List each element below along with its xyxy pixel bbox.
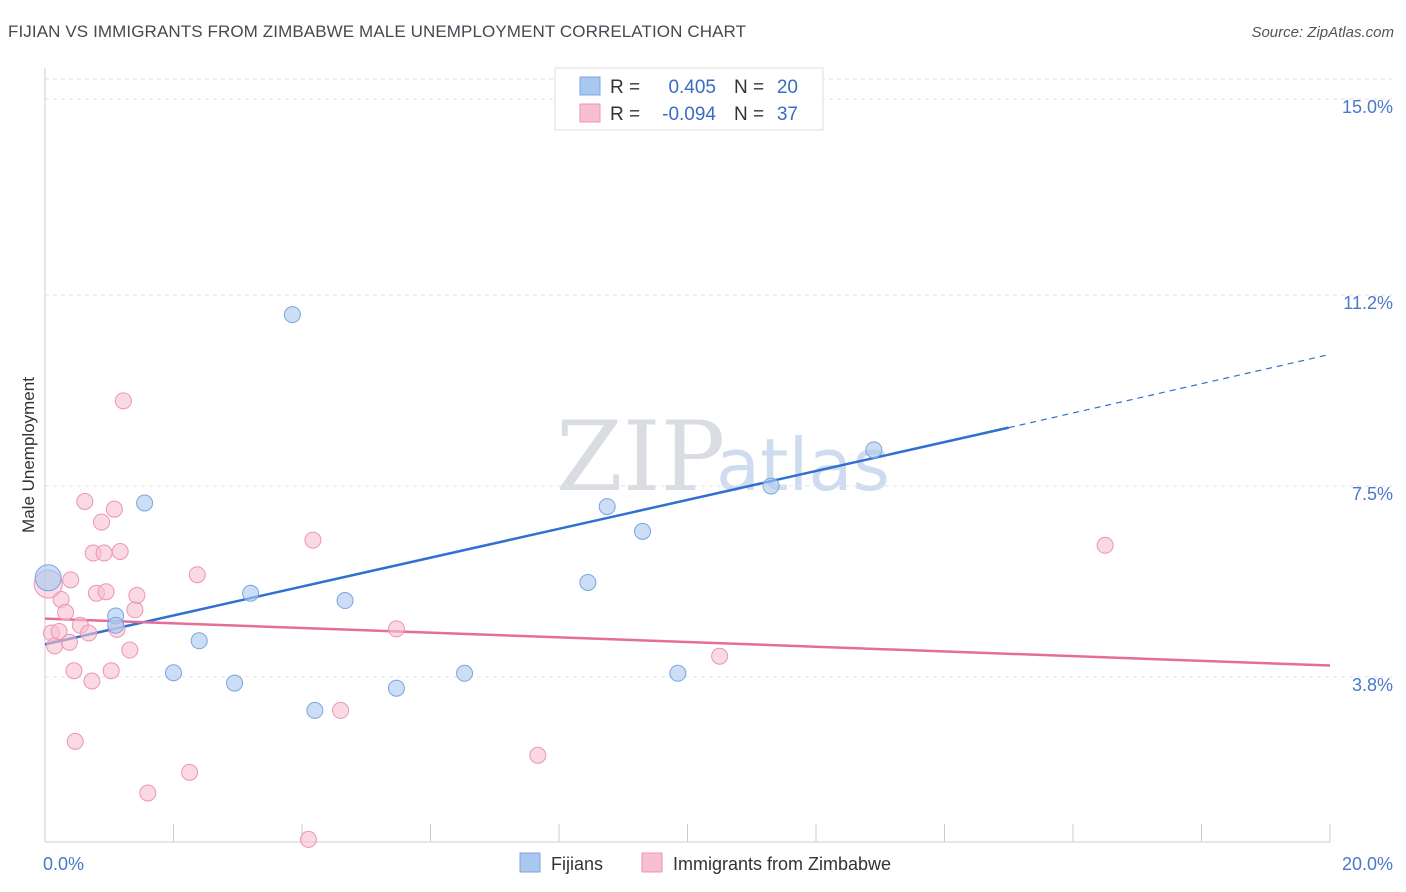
- point-zimbabwe-29: [299, 830, 317, 848]
- y-tick-label-2: 7.5%: [1352, 484, 1393, 504]
- point-fijians-9: [336, 592, 354, 610]
- legend-n-value-fijians: 20: [777, 77, 798, 98]
- legend-n-value-zimbabwe: 37: [777, 104, 798, 125]
- point-zimbabwe-34: [711, 647, 729, 665]
- point-fijians-2: [136, 494, 154, 512]
- point-zimbabwe-1: [46, 637, 64, 655]
- point-fijians-0: [34, 564, 62, 592]
- point-zimbabwe-21: [111, 542, 129, 560]
- trend-line-fijians: [44, 426, 1010, 646]
- legend: R = 0.405 N = 20 R = -0.094 N = 37: [554, 67, 824, 131]
- x-tick-label-0: 0.0%: [43, 854, 84, 874]
- point-fijians-7: [283, 306, 301, 324]
- point-zimbabwe-6: [62, 571, 80, 589]
- point-fijians-17: [762, 477, 780, 495]
- point-zimbabwe-25: [128, 586, 146, 604]
- point-zimbabwe-15: [93, 513, 111, 531]
- point-zimbabwe-7: [65, 662, 83, 680]
- point-zimbabwe-33: [529, 746, 547, 764]
- bottom-legend-swatch-zimbabwe: [641, 852, 663, 873]
- point-fijians-3: [165, 664, 182, 682]
- point-zimbabwe-8: [66, 732, 84, 750]
- point-zimbabwe-5: [60, 633, 78, 651]
- point-fijians-6: [242, 584, 260, 602]
- point-zimbabwe-10: [76, 492, 94, 510]
- point-zimbabwe-19: [105, 500, 123, 518]
- point-zimbabwe-17: [97, 583, 115, 601]
- point-zimbabwe-16: [95, 544, 113, 562]
- point-fijians-19: [107, 616, 125, 634]
- legend-n-label-1: N =: [734, 77, 764, 98]
- point-fijians-5: [226, 674, 244, 692]
- watermark-zip: ZIP: [556, 401, 725, 513]
- point-zimbabwe-27: [181, 763, 199, 781]
- data-points: [33, 111, 1114, 848]
- point-zimbabwe-35: [1096, 536, 1114, 554]
- point-zimbabwe-23: [121, 641, 139, 659]
- point-zimbabwe-2: [50, 622, 68, 640]
- point-fijians-8: [306, 701, 324, 719]
- point-zimbabwe-31: [332, 701, 350, 719]
- legend-r-value-zimbabwe: -0.094: [662, 104, 716, 125]
- legend-swatch-zimbabwe: [579, 103, 601, 123]
- x-tick-label-1: 20.0%: [1342, 854, 1393, 874]
- bottom-legend-swatch-fijians: [519, 852, 541, 873]
- point-zimbabwe-24: [126, 601, 144, 619]
- trend-line-zimbabwe: [44, 617, 1331, 667]
- trend-lines: [44, 353, 1331, 667]
- point-fijians-12: [579, 573, 597, 591]
- legend-r-value-fijians: 0.405: [668, 77, 716, 98]
- point-zimbabwe-30: [304, 531, 322, 549]
- bottom-legend: Fijians Immigrants from Zimbabwe: [519, 852, 891, 874]
- chart-title: FIJIAN VS IMMIGRANTS FROM ZIMBABWE MALE …: [8, 22, 747, 41]
- watermark-atlas: atlas: [716, 423, 890, 507]
- watermark: ZIP atlas: [556, 401, 890, 513]
- point-fijians-10: [387, 679, 405, 697]
- trend-line-fijians-extension: [1008, 353, 1331, 429]
- legend-swatch-fijians: [579, 76, 601, 96]
- bottom-legend-label-fijians: Fijians: [551, 854, 603, 874]
- y-tick-label-3: 3.8%: [1352, 675, 1393, 695]
- legend-r-label-1: R =: [610, 77, 640, 98]
- point-zimbabwe-18: [102, 662, 120, 680]
- y-axis-label: Male Unemployment: [19, 377, 38, 533]
- y-tick-label-1: 11.2%: [1343, 293, 1393, 313]
- point-zimbabwe-11: [80, 624, 98, 642]
- point-fijians-14: [634, 522, 652, 540]
- point-zimbabwe-12: [83, 672, 101, 690]
- bottom-legend-label-zimbabwe: Immigrants from Zimbabwe: [673, 854, 891, 874]
- point-fijians-13: [598, 498, 616, 516]
- point-zimbabwe-22: [114, 392, 132, 410]
- point-zimbabwe-32: [387, 620, 405, 638]
- legend-r-label-2: R =: [610, 104, 640, 125]
- source-credit: Source: ZipAtlas.com: [1251, 24, 1394, 41]
- point-zimbabwe-4: [57, 603, 75, 621]
- point-fijians-15: [669, 664, 687, 682]
- point-fijians-11: [456, 664, 474, 682]
- point-zimbabwe-26: [139, 784, 157, 802]
- legend-n-label-2: N =: [734, 104, 764, 125]
- y-tick-label-0: 15.0%: [1342, 97, 1393, 117]
- point-zimbabwe-28: [188, 566, 206, 584]
- point-fijians-4: [190, 632, 208, 650]
- point-fijians-18: [865, 441, 883, 459]
